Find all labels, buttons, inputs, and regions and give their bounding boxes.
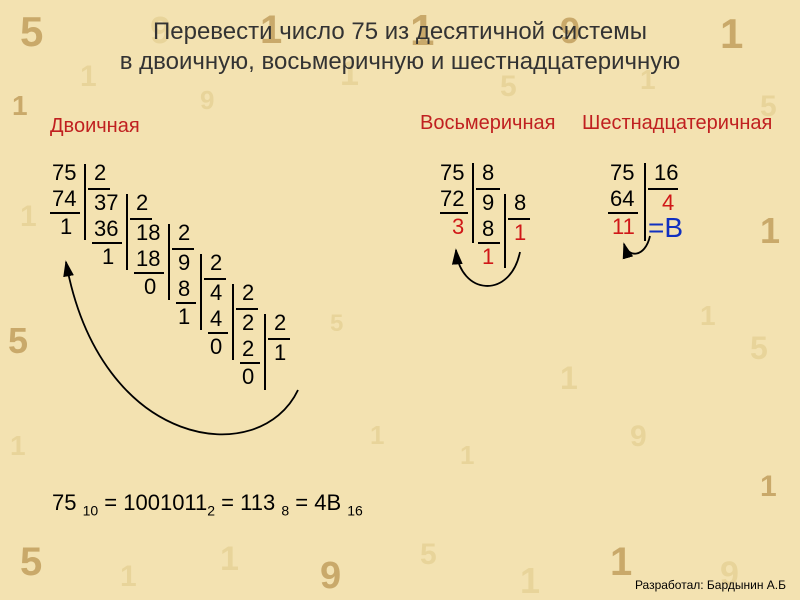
octal-75: 75	[440, 160, 464, 186]
result-eq1: =	[98, 490, 123, 515]
octal-72: 72	[440, 186, 464, 212]
result-hex: 4B	[314, 490, 347, 515]
octal-dsr8b: 8	[514, 190, 526, 216]
label-binary: Двоичная	[50, 115, 140, 138]
result-sub16: 16	[347, 502, 363, 518]
result-line: 75 10 = 10010112 = 113 8 = 4B 16	[52, 490, 363, 518]
result-sub2: 2	[207, 502, 215, 518]
octal-v2	[504, 194, 506, 268]
octal-8: 8	[482, 216, 494, 242]
label-octal: Восьмеричная	[420, 112, 555, 135]
octal-9: 9	[482, 190, 494, 216]
hex-dsr16: 16	[654, 160, 678, 186]
octal-dsr8: 8	[482, 160, 494, 186]
hex-eqB: =B	[648, 212, 683, 244]
result-75: 75	[52, 490, 83, 515]
result-eq2: =	[215, 490, 240, 515]
title-line2: в двоичную, восьмеричную и шестнадцатери…	[0, 48, 800, 76]
result-sub10: 10	[83, 502, 99, 518]
octal-q1: 1	[514, 220, 526, 246]
hex-75: 75	[610, 160, 634, 186]
title-line1: Перевести число 75 из десятичной системы	[0, 18, 800, 46]
hex-v1	[644, 163, 646, 241]
result-oct: 113	[240, 490, 281, 515]
octal-rem1: 1	[482, 244, 494, 270]
hex-rem11: 11	[612, 214, 635, 240]
credit: Разработал: Бардынин А.Б	[635, 578, 786, 592]
content: Перевести число 75 из десятичной системы…	[0, 0, 800, 600]
octal-rem3: 3	[452, 214, 464, 240]
octal-v1	[472, 163, 474, 243]
result-eq3: =	[289, 490, 314, 515]
result-sub8: 8	[281, 502, 289, 518]
hex-64: 64	[610, 186, 634, 212]
result-bin: 1001011	[123, 490, 207, 515]
label-hex: Шестнадцатеричная	[582, 112, 772, 135]
